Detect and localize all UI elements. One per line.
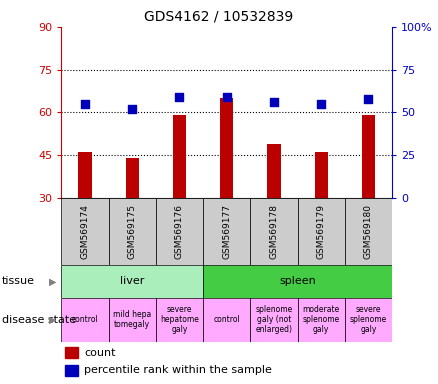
Bar	[203, 265, 392, 298]
Bar	[126, 158, 139, 198]
Text: splenome
galy (not
enlarged): splenome galy (not enlarged)	[255, 306, 293, 334]
Point	[81, 101, 88, 107]
Text: mild hepa
tomegaly: mild hepa tomegaly	[113, 310, 151, 329]
Bar	[173, 115, 186, 198]
Text: ▶: ▶	[49, 276, 57, 286]
Bar	[203, 298, 250, 342]
Text: GSM569174: GSM569174	[81, 204, 89, 259]
Text: tissue: tissue	[2, 276, 35, 286]
Point	[365, 96, 372, 102]
Bar	[61, 298, 109, 342]
Text: GSM569177: GSM569177	[222, 204, 231, 259]
Point	[270, 99, 277, 105]
Text: GSM569178: GSM569178	[269, 204, 279, 259]
Text: disease state: disease state	[2, 314, 76, 325]
Text: GSM569180: GSM569180	[364, 204, 373, 259]
Bar	[109, 198, 156, 265]
Bar	[203, 198, 250, 265]
Point	[129, 106, 136, 112]
Bar	[250, 198, 297, 265]
Bar	[314, 152, 328, 198]
Bar	[297, 198, 345, 265]
Point	[223, 94, 230, 100]
Bar	[109, 298, 156, 342]
Point	[318, 101, 325, 107]
Text: GSM569176: GSM569176	[175, 204, 184, 259]
Bar	[61, 265, 203, 298]
Bar	[156, 198, 203, 265]
Bar	[345, 298, 392, 342]
Bar	[78, 152, 92, 198]
Text: GSM569179: GSM569179	[317, 204, 325, 259]
Text: control: control	[71, 315, 98, 324]
Text: control: control	[213, 315, 240, 324]
Text: ▶: ▶	[49, 314, 57, 325]
Point	[176, 94, 183, 100]
Bar	[362, 115, 375, 198]
Text: GSM569175: GSM569175	[128, 204, 137, 259]
Bar	[65, 365, 78, 376]
Bar	[220, 98, 233, 198]
Bar	[61, 198, 109, 265]
Text: spleen: spleen	[279, 276, 316, 286]
Bar	[267, 144, 280, 198]
Text: severe
hepatome
galy: severe hepatome galy	[160, 306, 199, 334]
Text: GDS4162 / 10532839: GDS4162 / 10532839	[145, 10, 293, 23]
Bar	[297, 298, 345, 342]
Text: percentile rank within the sample: percentile rank within the sample	[85, 365, 272, 375]
Bar	[345, 198, 392, 265]
Bar	[156, 298, 203, 342]
Text: moderate
splenome
galy: moderate splenome galy	[303, 306, 340, 334]
Text: count: count	[85, 348, 116, 358]
Bar	[250, 298, 297, 342]
Bar	[65, 347, 78, 358]
Text: severe
splenome
galy: severe splenome galy	[350, 306, 387, 334]
Text: liver: liver	[120, 276, 145, 286]
